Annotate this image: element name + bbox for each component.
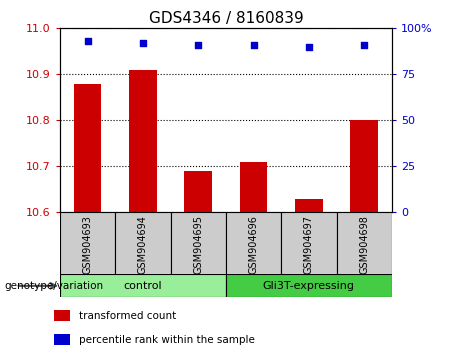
Bar — [226, 274, 392, 297]
Bar — [54, 334, 71, 346]
Bar — [60, 274, 226, 297]
Point — [305, 44, 313, 50]
Bar — [184, 171, 212, 212]
Bar — [295, 199, 323, 212]
Bar — [171, 212, 226, 276]
Text: transformed count: transformed count — [78, 311, 176, 321]
Bar — [240, 162, 267, 212]
Text: genotype/variation: genotype/variation — [5, 281, 104, 291]
Bar — [281, 212, 337, 276]
Bar — [74, 84, 101, 212]
Text: GSM904697: GSM904697 — [304, 215, 314, 274]
Text: control: control — [124, 281, 162, 291]
Bar — [226, 212, 281, 276]
Point — [139, 40, 147, 46]
Bar — [60, 212, 115, 276]
Text: GSM904698: GSM904698 — [359, 215, 369, 274]
Text: GSM904695: GSM904695 — [193, 215, 203, 274]
Title: GDS4346 / 8160839: GDS4346 / 8160839 — [148, 11, 303, 26]
Text: GSM904694: GSM904694 — [138, 215, 148, 274]
Text: GSM904693: GSM904693 — [83, 215, 93, 274]
Text: Gli3T-expressing: Gli3T-expressing — [263, 281, 355, 291]
Text: percentile rank within the sample: percentile rank within the sample — [78, 335, 254, 345]
Point — [250, 42, 257, 48]
Point — [361, 42, 368, 48]
Text: GSM904696: GSM904696 — [248, 215, 259, 274]
Bar — [129, 70, 157, 212]
Point — [84, 38, 91, 44]
Bar — [115, 212, 171, 276]
Bar — [54, 310, 71, 321]
Bar — [350, 120, 378, 212]
Bar — [337, 212, 392, 276]
Point — [195, 42, 202, 48]
